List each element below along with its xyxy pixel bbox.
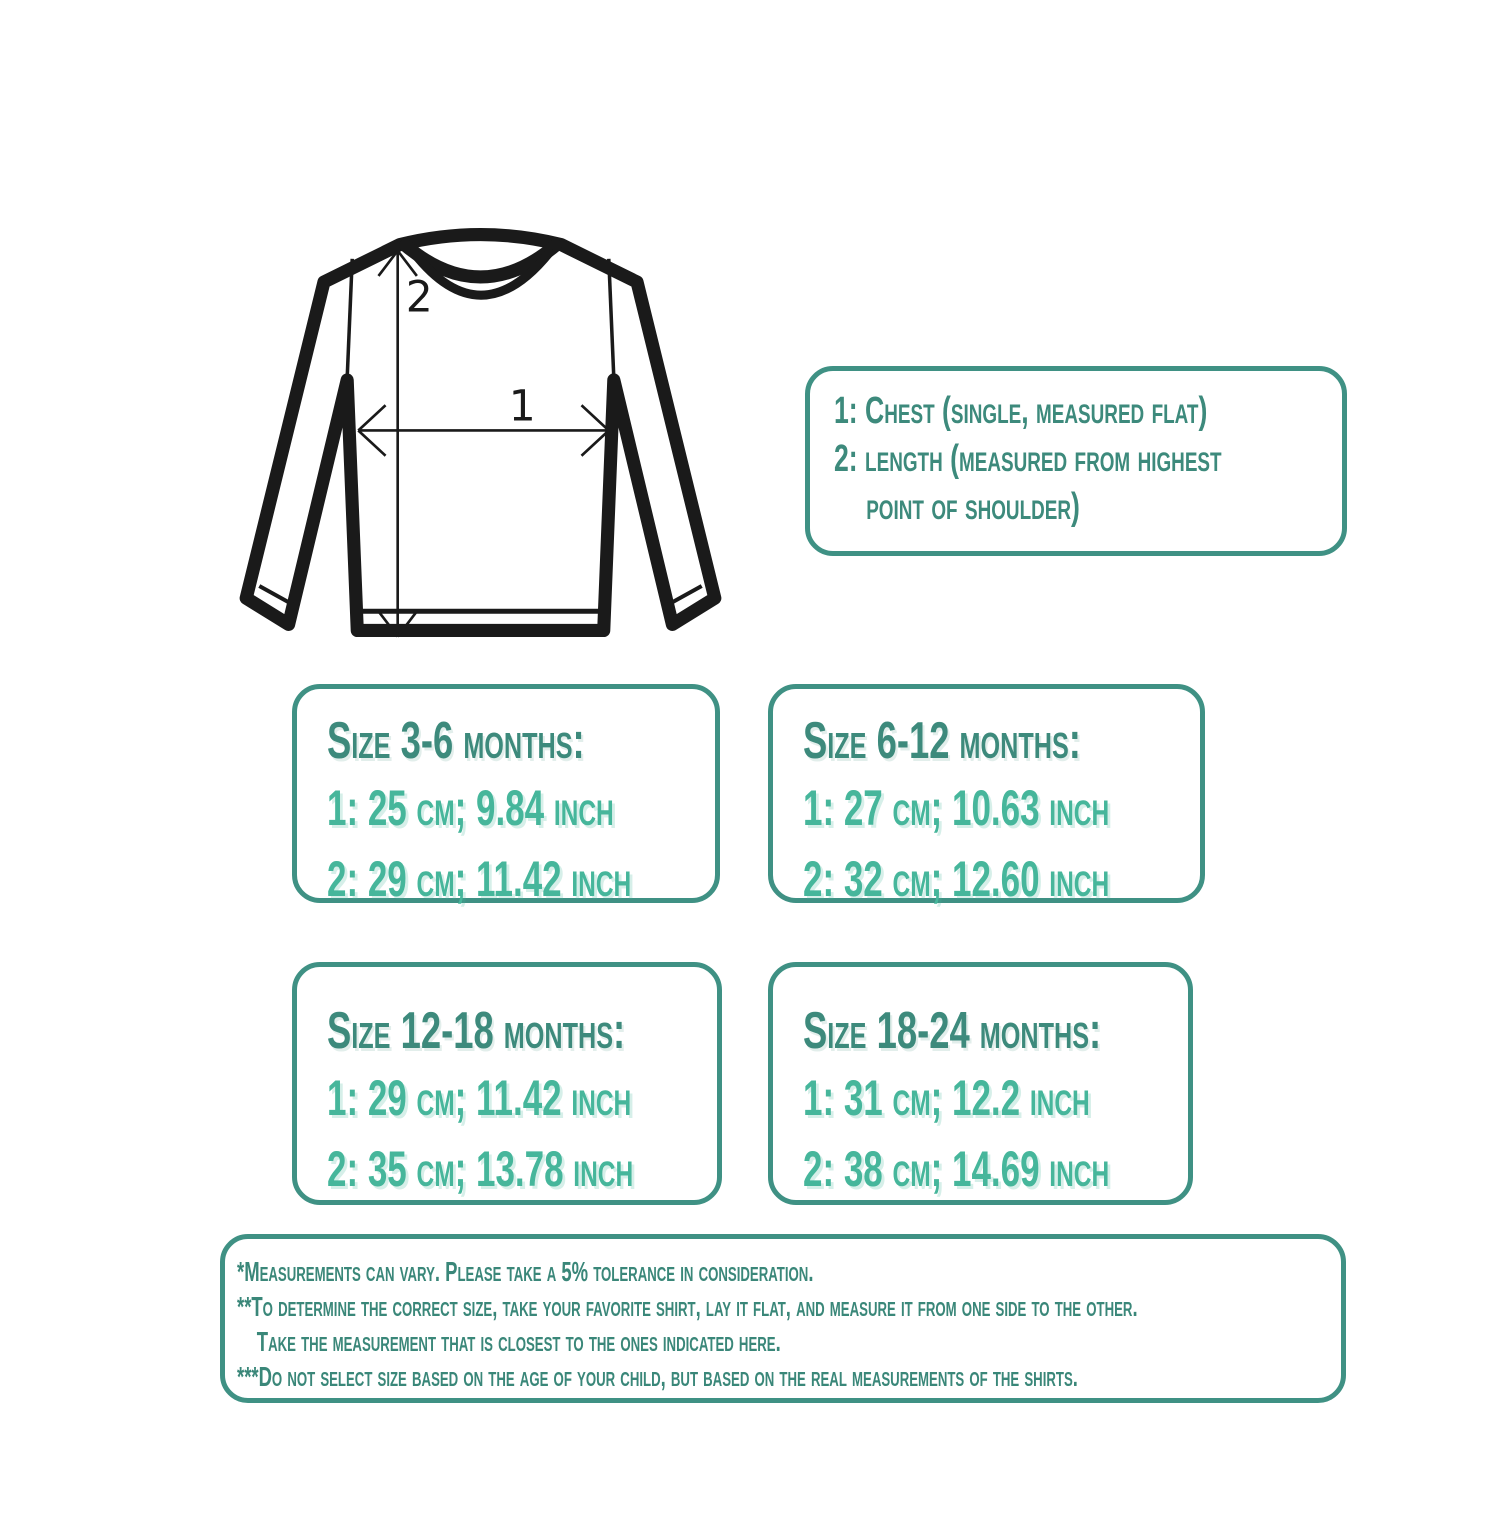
- chest-measurement: 1: 31 cm; 12.2 inch: [803, 1070, 1090, 1126]
- right-cuff-line: [662, 584, 703, 610]
- length-measurement: 2: 35 cm; 13.78 inch: [327, 1141, 634, 1197]
- footnote-line-tolerance: *Measurements can vary. Please take a 5%…: [237, 1256, 814, 1287]
- size-box-title: Size 6-12 months:: [803, 712, 1081, 770]
- length-measurement: 2: 38 cm; 14.69 inch: [803, 1141, 1110, 1197]
- footnote-line-how-to-measure: **To determine the correct size, take yo…: [237, 1291, 1138, 1322]
- size-box-title: Size 18-24 months:: [803, 1002, 1102, 1060]
- size-box-3-6-months: Size 3-6 months: 1: 25 cm; 9.84 inch 2: …: [292, 684, 720, 907]
- shirt-outline: [239, 228, 722, 638]
- legend-line-length: 2: length (measured from highest: [834, 438, 1222, 480]
- length-measurement: 2: 32 cm; 12.60 inch: [803, 851, 1110, 907]
- length-measurement: 2: 29 cm; 11.42 inch: [327, 851, 632, 907]
- size-box-12-18-months: Size 12-18 months: 1: 29 cm; 11.42 inch …: [292, 962, 722, 1205]
- measurement-legend-box: 1: Chest (single, measured flat) 2: leng…: [805, 366, 1347, 556]
- footnotes-box: *Measurements can vary. Please take a 5%…: [220, 1234, 1346, 1403]
- length-arrow: [377, 249, 418, 638]
- size-box-title: Size 12-18 months:: [327, 1002, 626, 1060]
- left-cuff-line: [258, 584, 299, 610]
- shirt-diagram: 1 2: [239, 228, 722, 638]
- footnote-line-how-to-measure-cont: Take the measurement that is closest to …: [256, 1326, 781, 1357]
- size-box-18-24-months: Size 18-24 months: 1: 31 cm; 12.2 inch 2…: [768, 962, 1193, 1205]
- legend-line-length-cont: point of shoulder): [866, 486, 1080, 528]
- collar-inner-arc: [409, 248, 554, 300]
- footnote-line-age-warning: ***Do not select size based on the age o…: [237, 1361, 1078, 1392]
- chest-measurement: 1: 29 cm; 11.42 inch: [327, 1070, 632, 1126]
- chest-arrow: [357, 404, 610, 457]
- chest-measurement: 1: 25 cm; 9.84 inch: [327, 780, 614, 836]
- chest-measure-label: 1: [509, 382, 536, 431]
- left-seam-line: [345, 258, 354, 379]
- right-seam-line: [607, 258, 616, 379]
- chest-measurement: 1: 27 cm; 10.63 inch: [803, 780, 1110, 836]
- legend-line-chest: 1: Chest (single, measured flat): [834, 390, 1208, 432]
- length-measure-label: 2: [406, 273, 433, 322]
- size-box-title: Size 3-6 months:: [327, 712, 585, 770]
- size-box-6-12-months: Size 6-12 months: 1: 27 cm; 10.63 inch 2…: [768, 684, 1205, 907]
